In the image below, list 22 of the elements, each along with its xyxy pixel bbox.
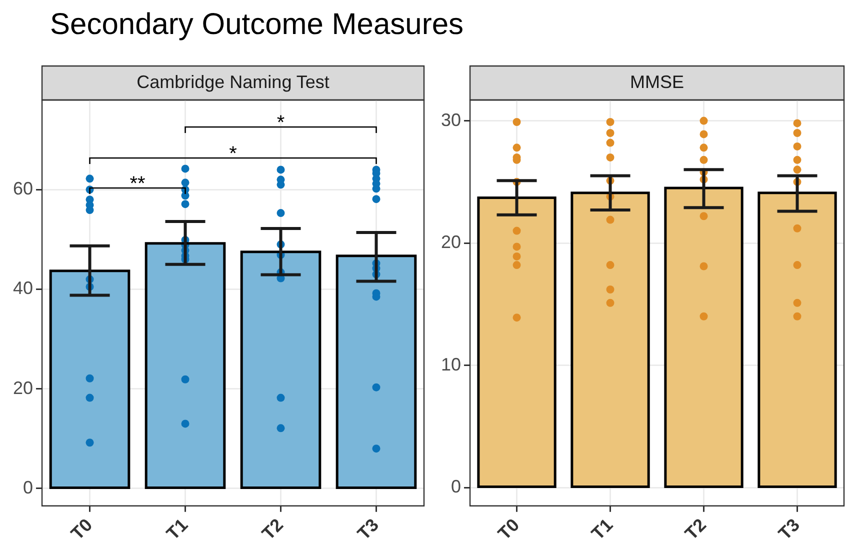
x-tick-label: T3 (774, 514, 804, 544)
chart-subtitle: Cambridge Naming Test (136, 72, 330, 92)
annotation: * (276, 112, 285, 134)
y-tick-label: 0 (23, 477, 34, 498)
chart-subtitle: MMSE (630, 72, 684, 92)
y-tick-label: 30 (440, 110, 462, 130)
annotation: ** (130, 173, 146, 195)
x-tick-label: T0 (67, 514, 96, 544)
y-tick-label: 40 (12, 278, 34, 298)
y-tick-label: 60 (12, 178, 34, 199)
x-tick-label: T1 (162, 514, 192, 544)
chart-title: Secondary Outcome Measures (50, 8, 464, 42)
y-tick-label: 20 (440, 232, 462, 252)
x-tick-label: T0 (494, 514, 524, 544)
y-tick-label: 0 (451, 476, 462, 497)
y-tick-label: 10 (440, 354, 462, 374)
annotation: * (229, 143, 238, 165)
x-tick-label: T3 (354, 514, 383, 544)
y-tick-label: 20 (12, 378, 34, 398)
x-tick-label: T2 (258, 514, 288, 544)
x-tick-label: T1 (588, 514, 617, 544)
x-tick-label: T2 (681, 514, 710, 544)
